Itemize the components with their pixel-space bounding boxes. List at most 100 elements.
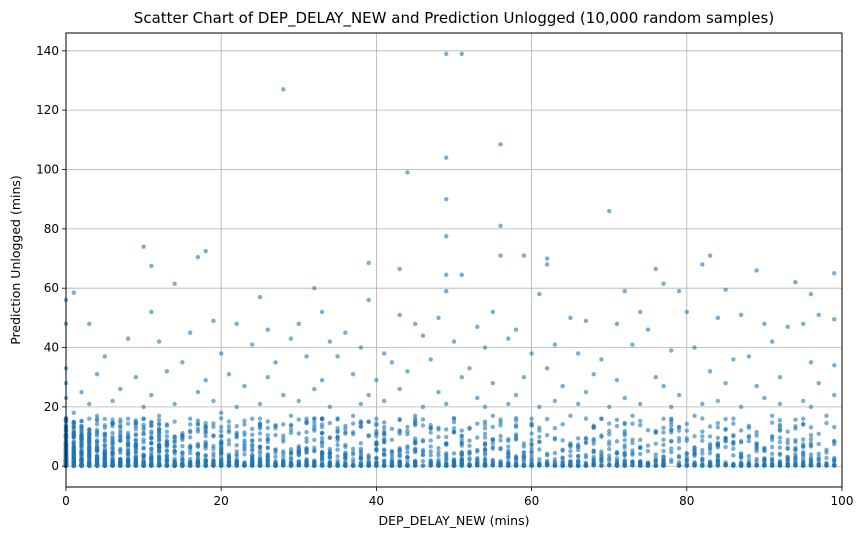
data-point (219, 424, 224, 430)
data-point (296, 461, 301, 467)
data-point (544, 432, 550, 438)
data-point (707, 434, 713, 439)
data-point (94, 422, 100, 427)
data-point (762, 321, 767, 326)
data-point (211, 424, 216, 429)
data-point (490, 309, 495, 315)
data-point (622, 395, 627, 401)
data-point (436, 462, 441, 468)
data-point (808, 444, 814, 449)
data-point (707, 253, 713, 258)
data-point (661, 281, 666, 286)
data-point (211, 446, 216, 452)
data-point (273, 360, 278, 365)
data-point (242, 452, 247, 457)
data-point (777, 424, 783, 429)
data-point (630, 437, 635, 443)
data-point (700, 458, 705, 463)
data-point (187, 450, 193, 456)
data-point (498, 253, 503, 258)
data-point (172, 462, 177, 468)
data-point (669, 439, 674, 444)
data-point (482, 419, 488, 424)
data-point (133, 450, 139, 455)
data-point (832, 438, 837, 444)
data-point (125, 416, 131, 421)
x-tick-label: 80 (679, 494, 694, 508)
data-point (777, 435, 783, 440)
data-point (296, 398, 301, 404)
data-point (335, 435, 340, 441)
data-point (715, 435, 721, 441)
data-point (552, 437, 558, 442)
data-point (676, 424, 682, 430)
data-point (723, 463, 728, 468)
data-point (583, 416, 589, 421)
data-point (769, 451, 775, 457)
data-point (599, 357, 604, 362)
data-point (180, 433, 185, 439)
data-point (71, 434, 76, 439)
data-point (187, 463, 193, 468)
data-point (102, 354, 108, 359)
data-point (118, 462, 123, 468)
data-point (125, 457, 131, 462)
data-point (614, 449, 620, 455)
data-point (381, 458, 387, 464)
data-point (684, 463, 689, 468)
data-point (444, 155, 449, 160)
data-point (560, 438, 565, 443)
data-point (436, 434, 441, 440)
data-point (428, 453, 433, 458)
data-point (529, 463, 534, 468)
data-point (296, 449, 301, 454)
data-point (102, 442, 108, 448)
data-point (731, 446, 736, 451)
data-point (451, 420, 457, 425)
data-point (133, 432, 139, 438)
data-point (506, 401, 511, 407)
data-point (801, 451, 806, 457)
data-point (250, 438, 255, 443)
data-point (187, 435, 193, 440)
data-point (428, 449, 433, 454)
data-point (428, 357, 433, 362)
data-point (226, 454, 232, 459)
data-point (793, 280, 798, 285)
data-point (343, 330, 348, 335)
data-point (490, 380, 495, 386)
data-point (94, 413, 100, 418)
data-point (79, 451, 84, 457)
data-point (498, 423, 503, 428)
y-axis-ticks: 0 20 40 60 80 100 120 140 (36, 44, 66, 473)
data-point (575, 453, 581, 459)
data-point (715, 315, 721, 321)
data-point (785, 437, 790, 443)
data-point (614, 417, 620, 422)
data-point (490, 458, 495, 464)
data-point (676, 439, 682, 444)
data-point (475, 395, 480, 401)
data-point (738, 455, 744, 461)
data-point (358, 424, 364, 429)
data-point (607, 421, 612, 426)
data-point (614, 377, 620, 383)
data-point (482, 345, 488, 350)
chart-title: Scatter Chart of DEP_DELAY_NEW and Predi… (134, 9, 774, 28)
data-point (203, 453, 208, 458)
data-point (87, 401, 92, 407)
data-point (125, 441, 131, 446)
data-point (754, 429, 759, 435)
data-point (482, 441, 488, 447)
data-point (653, 452, 658, 457)
data-point (242, 432, 247, 438)
data-point (700, 461, 705, 467)
x-tick-label: 0 (62, 494, 70, 508)
data-point (808, 462, 814, 468)
data-point (459, 375, 464, 380)
data-point (544, 366, 550, 371)
data-point (358, 446, 364, 452)
data-point (451, 451, 457, 456)
data-point (102, 452, 108, 457)
data-point (506, 336, 511, 341)
